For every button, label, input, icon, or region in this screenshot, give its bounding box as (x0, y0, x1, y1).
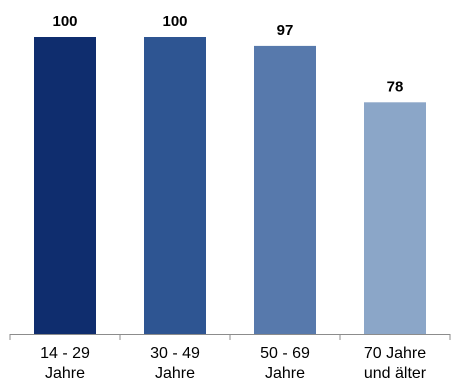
x-tick-label-3-line-0: 70 Jahre (364, 345, 426, 362)
x-tick-label-2-line-0: 50 - 69 (260, 345, 310, 362)
bar-0 (34, 37, 96, 334)
x-tick-label-3-line-1: und älter (364, 365, 427, 382)
data-label-3: 78 (387, 78, 404, 95)
data-label-2: 97 (277, 22, 294, 39)
x-tick-label-0-line-1: Jahre (45, 365, 85, 382)
bar-3 (364, 102, 426, 334)
data-label-1: 100 (162, 13, 187, 30)
bar-2 (254, 45, 316, 335)
x-tick-label-1-line-1: Jahre (155, 365, 195, 382)
data-label-0: 100 (52, 13, 77, 30)
x-axis-labels-group: 14 - 29 Jahre 30 - 49 Jahre 50 - 69 Jahre 70 J… (40, 345, 427, 382)
x-axis-ticks-group (9, 334, 451, 340)
value-labels-group: 100 100 97 78 (52, 13, 403, 95)
bars-group (34, 37, 426, 335)
x-tick-label-2-line-1: Jahre (265, 365, 305, 382)
bar-1 (144, 37, 206, 334)
x-tick-label-0-line-0: 14 - 29 (40, 345, 90, 362)
x-tick-label-1-line-0: 30 - 49 (150, 345, 200, 362)
